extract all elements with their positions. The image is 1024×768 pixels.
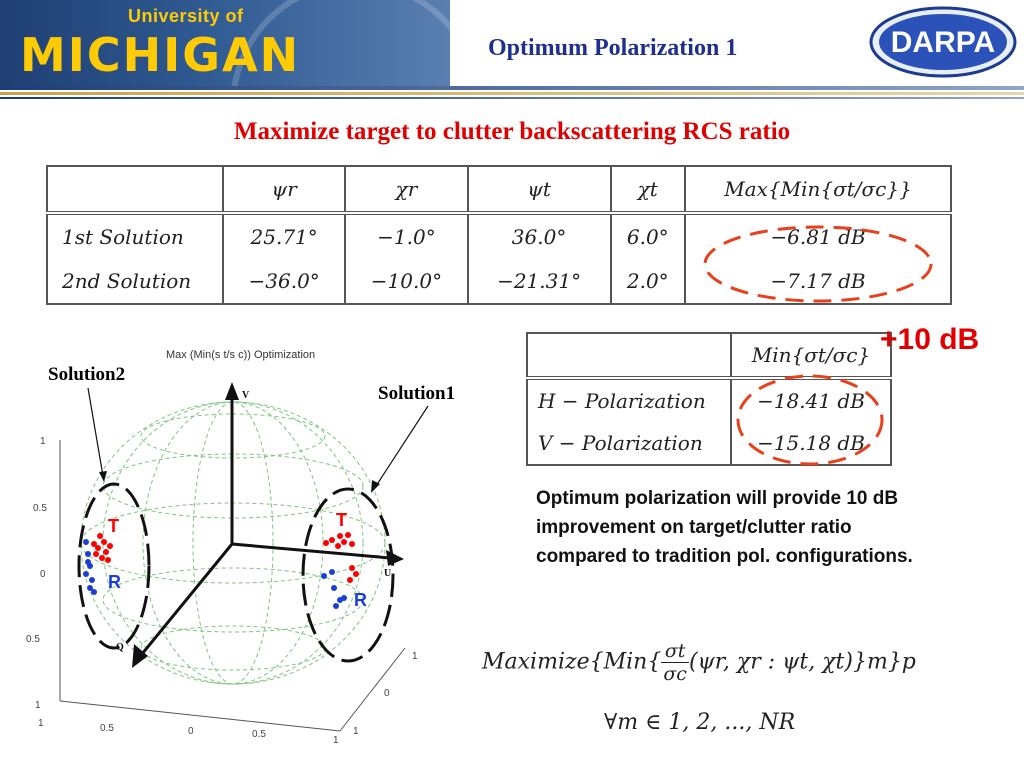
polarization-table: Min{σt/σc} H − Polarization −18.41 dB V … (526, 332, 892, 466)
table-cell: −15.18 dB (730, 422, 892, 466)
axis-label-u: U (384, 568, 391, 579)
table-header-cell: ψt (466, 165, 612, 214)
tick-label: 0.5 (100, 723, 114, 734)
plot-ticks: 1 0.5 0 0.5 1 1 0.5 0 0.5 1 1 0 1 (26, 436, 418, 746)
row-label: 1st Solution (46, 211, 224, 259)
table-cell: −21.31° (466, 259, 612, 305)
row-label: H − Polarization (526, 376, 732, 422)
tick-label: 0.5 (26, 634, 40, 645)
row-label: V − Polarization (526, 422, 732, 466)
cluster-labels: T R T R (108, 510, 367, 610)
formula-suffix: (ψr, χr : ψt, χt)}m}p (688, 649, 916, 675)
tick-label: 0.5 (252, 729, 266, 740)
table-header-cell (526, 332, 732, 379)
table-row: 2nd Solution −36.0° −10.0° −21.31° 2.0° … (46, 259, 952, 305)
target-label: T (336, 510, 347, 530)
table-cell: −18.41 dB (730, 376, 892, 422)
header-rule (0, 97, 1024, 99)
solution2-ellipse (77, 482, 151, 650)
receive-label: R (108, 572, 121, 592)
axis-label-q: Q (116, 642, 124, 653)
table-cell: 6.0° (609, 211, 687, 259)
table-header-row: Min{σt/σc} (526, 332, 892, 379)
annotation-arrows (87, 387, 429, 493)
table-cell: 36.0° (466, 211, 612, 259)
receive-points (83, 539, 347, 609)
improvement-label: +10 dB (880, 323, 980, 356)
slide-title: Optimum Polarization 1 (488, 35, 738, 61)
university-small-text: University of (128, 6, 244, 26)
table-header-row: ψr χr ψt χt Max{Min{σt/σc}} (46, 165, 952, 214)
poincare-sphere-plot: Max (Min(s t/s c)) Optimization 1 0.5 0 … (26, 349, 455, 746)
darpa-logo: DARPA (869, 6, 1017, 78)
axis-labels: V U Q (116, 390, 391, 653)
table-header-cell: Max{Min{σt/σc}} (684, 165, 952, 214)
tick-label: 0 (188, 726, 194, 737)
table-header-cell: ψr (221, 165, 347, 214)
description-text: Optimum polarization will provide 10 dB … (536, 488, 913, 567)
tick-label: 1 (412, 651, 418, 662)
table-cell: 25.71° (221, 211, 347, 259)
fraction-numerator: σt (661, 640, 689, 663)
plot-title: Max (Min(s t/s c)) Optimization (166, 349, 315, 361)
table-header-cell: χt (609, 165, 687, 214)
tick-label: 1 (353, 726, 359, 737)
tick-label: 0 (384, 688, 390, 699)
table-row: V − Polarization −15.18 dB (526, 422, 892, 466)
highlight-ellipse (703, 225, 933, 303)
sphere-axes (132, 382, 404, 668)
tick-label: 1 (35, 700, 41, 711)
axis-label-v: V (242, 390, 250, 401)
table-cell: −36.0° (221, 259, 347, 305)
tick-label: 0 (40, 569, 46, 580)
slide-subtitle: Maximize target to clutter backscatterin… (233, 118, 791, 145)
solution1-label: Solution1 (378, 383, 455, 404)
solution1-ellipse (301, 487, 395, 663)
tick-label: 0.5 (33, 503, 47, 514)
table-cell: −7.17 dB (684, 259, 952, 305)
forall-formula: ∀m ∈ 1, 2, ..., NR (604, 710, 796, 735)
maximize-formula: Maximize{Min{σt σc (ψr, χr : ψt, χt)}m}p (482, 640, 916, 685)
header-rule (0, 92, 1024, 95)
highlight-ellipse (736, 374, 884, 466)
table-cell: −1.0° (344, 211, 469, 259)
table-cell: −10.0° (344, 259, 469, 305)
table-header-cell: χr (344, 165, 469, 214)
solutions-table: ψr χr ψt χt Max{Min{σt/σc}} 1st Solution… (46, 165, 952, 305)
table-header-cell: Min{σt/σc} (730, 332, 892, 379)
table-row: 1st Solution 25.71° −1.0° 36.0° 6.0° −6.… (46, 211, 952, 259)
table-cell: 2.0° (609, 259, 687, 305)
university-banner: University of MICHIGAN (0, 0, 450, 86)
tick-label: 1 (38, 718, 44, 729)
receive-label: R (354, 590, 367, 610)
table-row: H − Polarization −18.41 dB (526, 376, 892, 422)
target-points (91, 532, 359, 583)
header-rule (0, 86, 1024, 90)
target-label: T (108, 516, 119, 536)
row-label: 2nd Solution (46, 259, 224, 305)
formula-fraction: σt σc (661, 640, 689, 685)
tick-label: 1 (333, 735, 339, 746)
solution2-label: Solution2 (48, 364, 125, 385)
table-cell: −6.81 dB (684, 211, 952, 259)
darpa-logo-text: DARPA (891, 26, 995, 59)
formula-prefix: Maximize{Min{ (482, 649, 662, 675)
university-big-text: MICHIGAN (20, 28, 301, 82)
tick-label: 1 (40, 436, 46, 447)
fraction-denominator: σc (663, 663, 687, 685)
plot-frame (59, 440, 406, 732)
table-header-cell (46, 165, 224, 214)
